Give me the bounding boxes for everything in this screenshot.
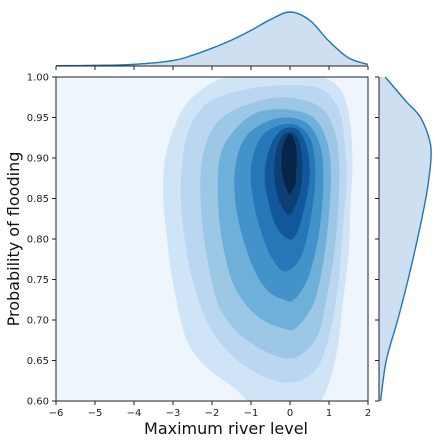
y-axis: 0.60 0.65 0.70 0.75 0.80 0.85 0.90 0.95 1.00 xyxy=(27,73,56,408)
y-tick-label: 0.85 xyxy=(27,194,49,205)
x-axis: −6 −5 −4 −3 −2 −1 0 1 2 xyxy=(49,401,371,419)
y-tick-label: 1.00 xyxy=(27,73,49,84)
x-tick-label: −6 xyxy=(49,408,64,419)
x-tick-label: 2 xyxy=(365,408,371,419)
x-tick-label: −1 xyxy=(244,408,259,419)
x-tick-label: 0 xyxy=(287,408,293,419)
y-tick-label: 0.95 xyxy=(27,113,49,124)
y-tick-label: 0.65 xyxy=(27,356,49,367)
joint-plot-area: −6 −5 −4 −3 −2 −1 0 1 2 0.60 0.65 0.70 0.75 0.80 0.85… xyxy=(27,73,371,420)
x-tick-label: −4 xyxy=(127,408,142,419)
x-tick-label: −2 xyxy=(205,408,220,419)
x-axis-label: Maximum river level xyxy=(144,419,308,438)
y-tick-label: 0.80 xyxy=(27,235,49,246)
y-tick-label: 0.90 xyxy=(27,154,49,165)
x-tick-label: −5 xyxy=(88,408,103,419)
top-marginal-ticks xyxy=(55,66,369,70)
y-tick-label: 0.60 xyxy=(27,397,49,408)
right-marginal-fill xyxy=(379,77,432,401)
right-marginal-line xyxy=(379,76,432,402)
top-marginal-line xyxy=(55,11,369,67)
right-marginal-ticks xyxy=(375,76,379,402)
kde-contours xyxy=(163,77,353,401)
y-tick-label: 0.70 xyxy=(27,316,49,327)
x-tick-label: −3 xyxy=(166,408,181,419)
x-tick-label: 1 xyxy=(326,408,332,419)
right-marginal-density xyxy=(375,76,432,402)
kde-secondary-core xyxy=(284,166,296,191)
y-tick-label: 0.75 xyxy=(27,275,49,286)
top-marginal-fill xyxy=(56,11,368,67)
y-axis-label: Probability of flooding xyxy=(4,152,23,327)
top-marginal-density xyxy=(55,11,369,70)
